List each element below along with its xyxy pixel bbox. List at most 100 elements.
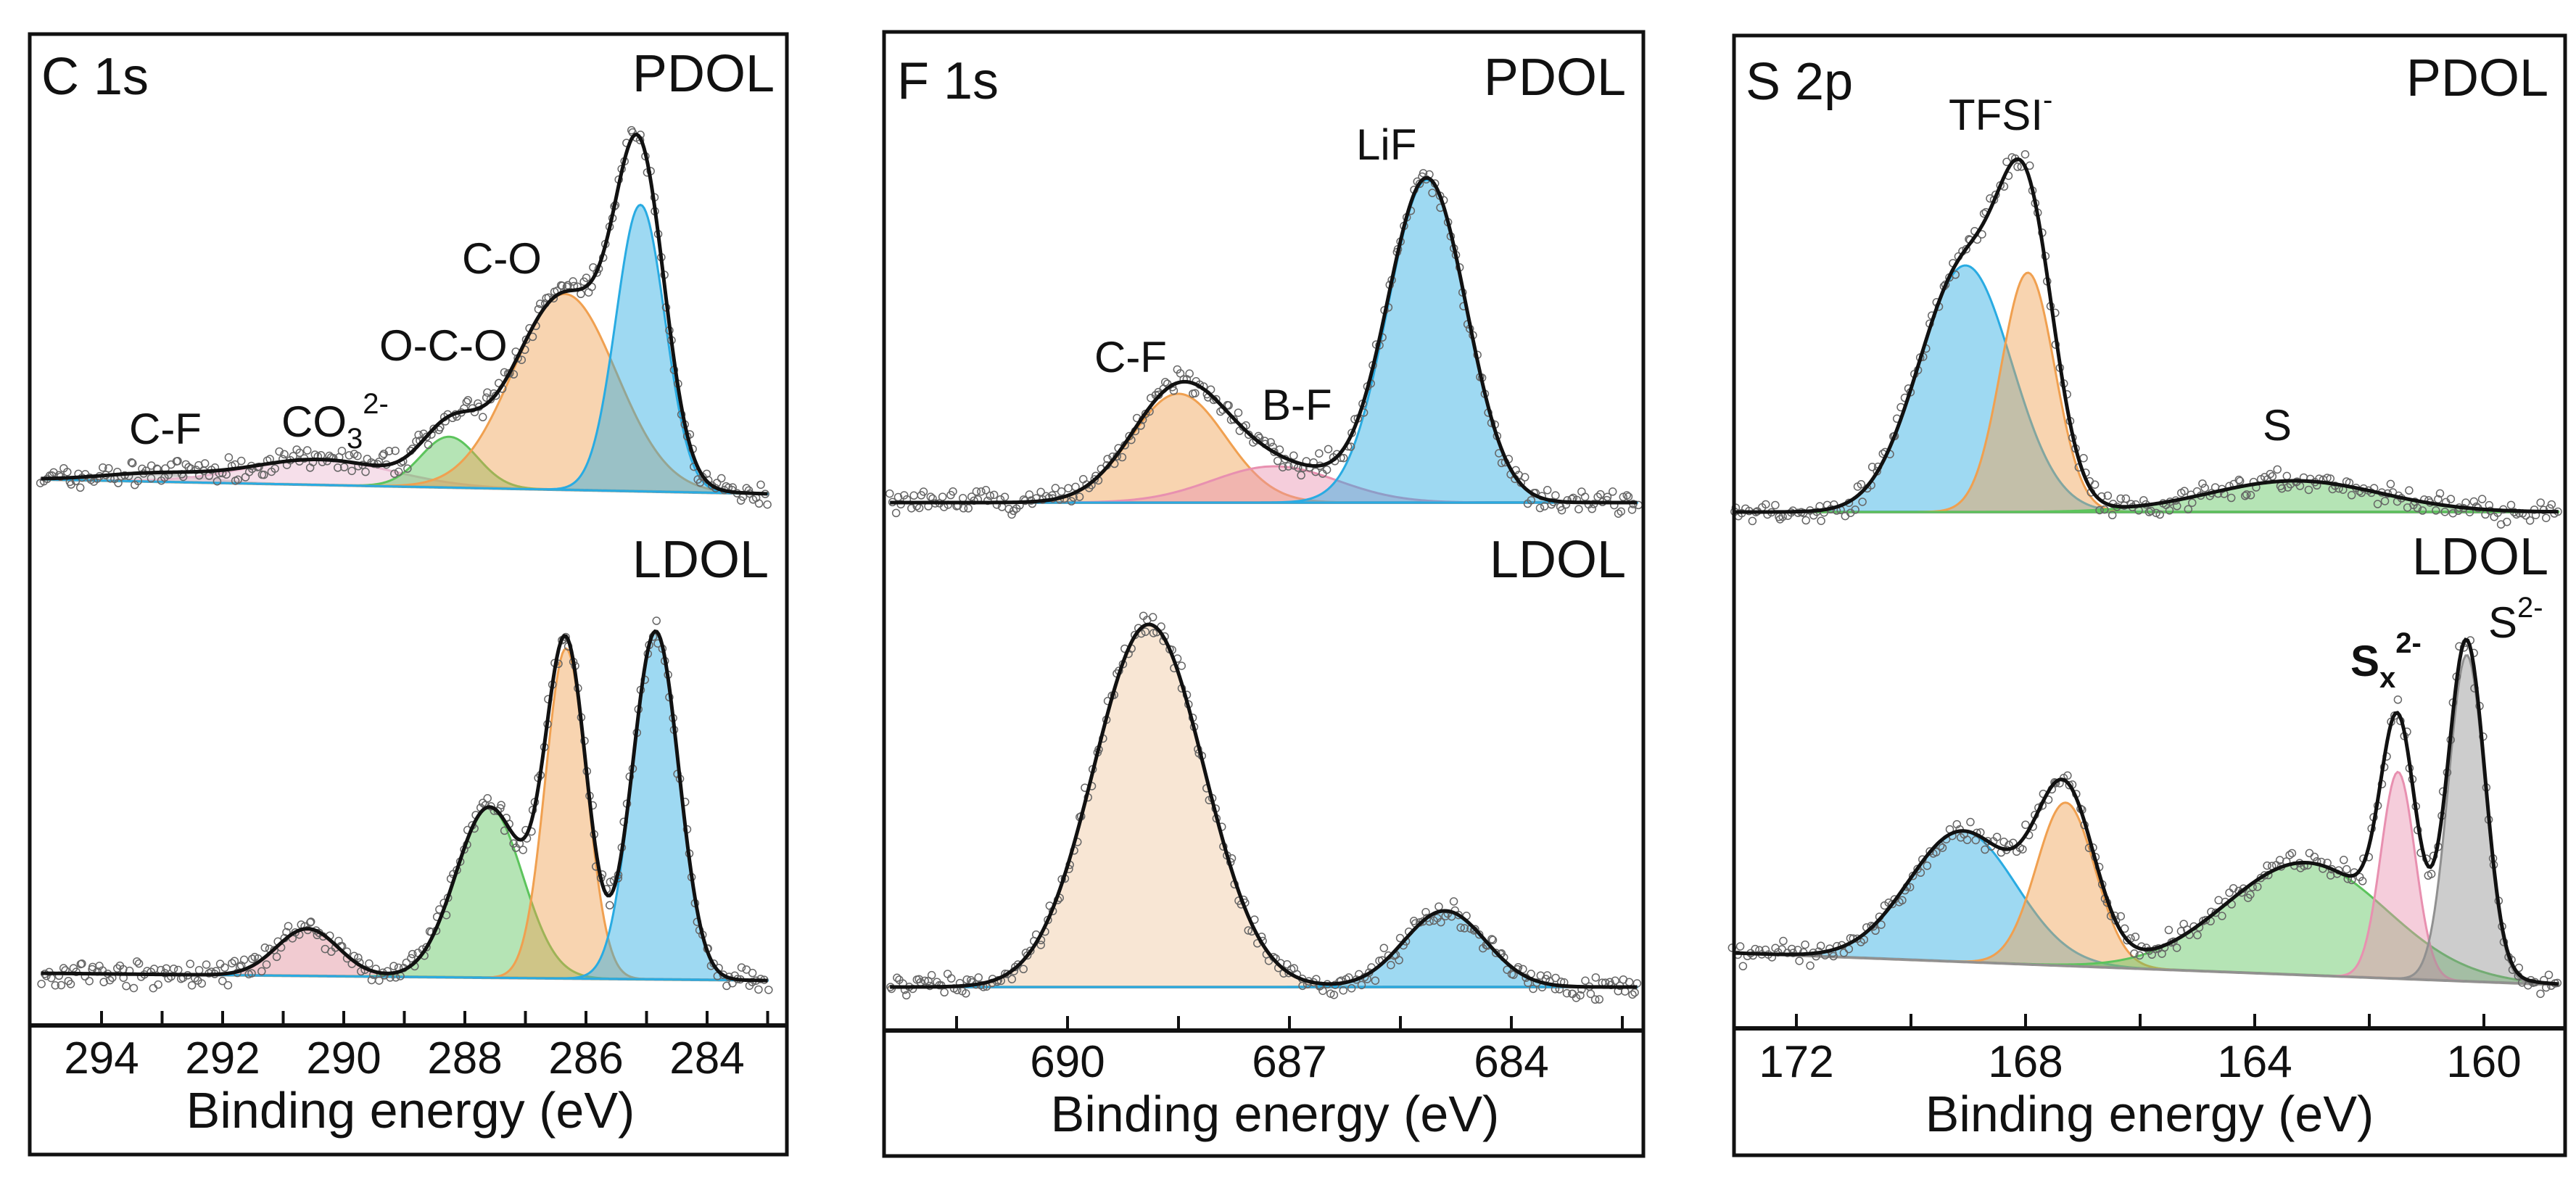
data-point xyxy=(303,446,312,455)
data-point xyxy=(1748,516,1757,526)
data-point xyxy=(1278,463,1287,472)
data-point xyxy=(1273,456,1282,466)
data-point xyxy=(964,504,973,513)
data-point xyxy=(154,980,162,989)
data-point xyxy=(1322,465,1332,474)
data-point xyxy=(1529,984,1537,994)
data-point xyxy=(2116,912,2126,921)
envelope-fit-line xyxy=(1733,157,2559,514)
data-point xyxy=(306,917,315,926)
data-point xyxy=(1224,401,1233,410)
x-tick-label: 160 xyxy=(2446,1037,2521,1087)
data-point xyxy=(1867,463,1877,471)
data-point xyxy=(1851,505,1859,514)
data-point xyxy=(2100,505,2109,514)
component-peak-lif xyxy=(890,178,1638,504)
data-point xyxy=(1057,487,1066,496)
data-point xyxy=(127,458,136,467)
data-point xyxy=(763,500,772,509)
data-point xyxy=(2131,933,2140,941)
data-point xyxy=(1603,492,1612,501)
data-point xyxy=(2418,506,2427,515)
data-point xyxy=(2130,949,2139,958)
data-point xyxy=(737,963,746,972)
data-point xyxy=(2469,497,2479,506)
data-point xyxy=(429,424,438,433)
data-point xyxy=(1141,627,1150,636)
data-point xyxy=(1456,923,1465,932)
data-point xyxy=(2393,695,2403,704)
data-point xyxy=(2432,506,2440,515)
data-point xyxy=(1735,942,1745,951)
data-point xyxy=(1916,868,1925,878)
data-point xyxy=(337,447,347,455)
data-point xyxy=(247,969,256,978)
data-point xyxy=(1000,492,1010,501)
data-point xyxy=(2200,484,2209,492)
data-point xyxy=(2246,890,2255,899)
data-point xyxy=(2506,500,2516,510)
data-point xyxy=(1357,980,1366,990)
data-point xyxy=(1630,988,1639,997)
data-point xyxy=(1577,487,1586,496)
data-point xyxy=(407,954,416,963)
data-point xyxy=(958,494,967,503)
data-point xyxy=(378,451,387,460)
data-point xyxy=(885,489,894,498)
x-tick-label: 290 xyxy=(306,1033,381,1083)
data-point xyxy=(1497,458,1506,468)
data-point xyxy=(2405,486,2414,495)
data-point xyxy=(133,476,143,485)
c1s-co3-annotation: CO32- xyxy=(281,388,389,455)
data-point xyxy=(1289,451,1298,460)
data-point xyxy=(2218,912,2226,920)
data-point xyxy=(1329,991,1339,999)
data-point xyxy=(519,846,527,854)
c1s-x-axis-title: Binding energy (eV) xyxy=(186,1082,635,1139)
data-point xyxy=(754,985,763,994)
data-point xyxy=(1608,487,1617,496)
data-point xyxy=(1520,473,1530,482)
data-point xyxy=(1962,835,1972,844)
data-point xyxy=(2188,498,2197,507)
data-point xyxy=(1234,408,1243,417)
data-point xyxy=(236,456,246,466)
data-point xyxy=(1816,941,1825,950)
data-point xyxy=(262,960,271,969)
data-point xyxy=(1103,455,1112,463)
data-point xyxy=(927,970,936,980)
data-point xyxy=(134,959,144,968)
c1s-co-annotation: C-O xyxy=(462,234,542,283)
data-point xyxy=(1806,961,1815,970)
x-tick-label: 690 xyxy=(1030,1037,1105,1087)
data-point xyxy=(2477,495,2487,503)
data-point xyxy=(280,450,289,459)
data-point xyxy=(2184,505,2193,514)
data-point xyxy=(344,451,354,460)
data-point xyxy=(582,273,591,282)
data-point xyxy=(1266,438,1275,447)
data-point xyxy=(920,976,929,986)
panel-c1s-frame xyxy=(28,32,789,1157)
data-point xyxy=(2340,856,2348,864)
data-point xyxy=(2214,896,2223,905)
x-tick-label: 294 xyxy=(64,1033,139,1083)
data-point xyxy=(569,277,577,286)
data-point xyxy=(1581,976,1590,986)
data-point xyxy=(1627,505,1637,514)
data-point xyxy=(200,459,210,468)
data-point xyxy=(1624,492,1633,501)
data-point xyxy=(2108,511,2117,520)
data-point xyxy=(2165,506,2174,515)
panel-c1s-title: C 1s xyxy=(41,48,149,106)
data-point xyxy=(1284,462,1293,471)
data-point xyxy=(2172,944,2181,952)
data-point xyxy=(2234,475,2243,484)
s2p-s2-annotation: S2- xyxy=(2488,592,2543,647)
f1s-x-axis-title: Binding energy (eV) xyxy=(1051,1086,1500,1142)
data-point xyxy=(1036,487,1045,497)
data-point xyxy=(186,959,195,968)
x-tick-label: 168 xyxy=(1988,1037,2063,1087)
data-point xyxy=(2260,871,2269,880)
spectrum-pdol xyxy=(1730,150,2562,529)
